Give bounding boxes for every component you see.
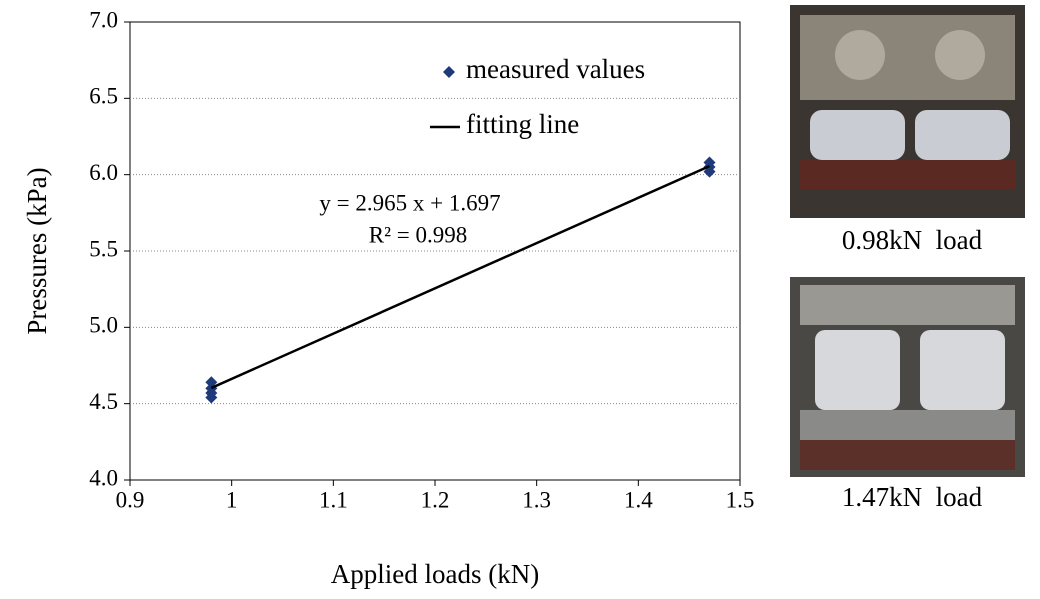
photo-2 (790, 277, 1025, 477)
y-tick-label: 4.0 (89, 465, 118, 490)
equation: y = 2.965 x + 1.697 (319, 190, 500, 215)
photo-caption: 0.98kN load (842, 225, 983, 255)
x-axis-title: Applied loads (kN) (331, 559, 539, 589)
y-tick-label: 5.5 (89, 236, 118, 261)
photo-1 (790, 5, 1025, 218)
y-tick-label: 6.5 (89, 84, 118, 109)
x-tick-label: 1.1 (319, 487, 348, 512)
y-tick-label: 7.0 (89, 7, 118, 32)
y-tick-label: 4.5 (89, 389, 118, 414)
x-tick-label: 0.9 (116, 487, 145, 512)
photo-caption: 1.47kN load (842, 482, 983, 512)
y-tick-label: 5.0 (89, 313, 118, 338)
point (205, 391, 218, 404)
x-tick-label: 1.2 (421, 487, 450, 512)
legend-label: measured values (466, 54, 645, 84)
plot-frame (129, 21, 741, 481)
x-tick-label: 1.5 (726, 487, 755, 512)
legend-marker (443, 66, 455, 78)
r-squared: R² = 0.998 (369, 222, 467, 247)
legend-label: fitting line (466, 109, 579, 139)
fit-line (210, 164, 711, 390)
y-tick-label: 6.0 (89, 160, 118, 185)
x-tick-label: 1.4 (624, 487, 653, 512)
y-axis-title: Pressures (kPa) (22, 167, 52, 334)
x-tick-label: 1 (226, 487, 238, 512)
x-tick-label: 1.3 (522, 487, 551, 512)
